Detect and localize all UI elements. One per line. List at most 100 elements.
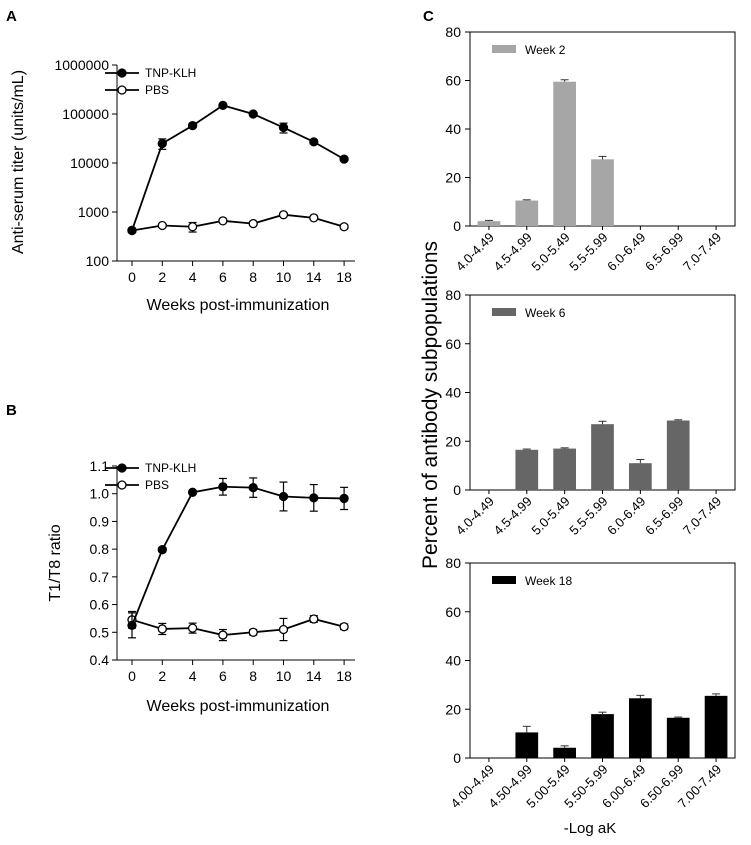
y-tick-label: 80 — [445, 24, 461, 40]
x-tick-label: 14 — [306, 269, 322, 285]
x-tick-label: 5.0-5.49 — [528, 494, 572, 538]
x-tick-label: 0 — [128, 668, 136, 684]
data-point-pbs — [339, 222, 349, 232]
data-point-tnp-klh — [278, 491, 289, 502]
panel-label-c: C — [423, 8, 434, 25]
panel-label-a: A — [6, 8, 17, 25]
x-tick-label: 10 — [276, 269, 292, 285]
legend-label: PBS — [145, 478, 169, 492]
x-tick-label: 4.5-4.99 — [491, 230, 535, 274]
bar — [477, 221, 501, 226]
x-tick-label: 2 — [158, 668, 166, 684]
data-point-pbs — [157, 624, 167, 634]
x-tick-label: 5.5-5.99 — [566, 230, 610, 274]
x-tick-label: 6.5-6.99 — [642, 494, 686, 538]
x-tick-label: 2 — [158, 269, 166, 285]
x-tick-label: 6.0-6.49 — [604, 230, 648, 274]
x-tick-label: 7.0-7.49 — [680, 494, 724, 538]
x-tick-label: 4.0-4.49 — [453, 230, 497, 274]
bar — [553, 747, 576, 758]
data-point-pbs — [248, 218, 258, 229]
chart-c-subpopulations: Percent of antibody subpopulations 0 20 40… — [419, 24, 736, 837]
data-point-tnp-klh — [187, 487, 198, 497]
series-line-pbs — [131, 618, 345, 636]
legend-label: Week 18 — [525, 574, 572, 588]
chart-c-week18: 0204060804.00-4.494.50-4.995.00-5.495.50… — [445, 555, 736, 811]
x-tick-label: 4 — [189, 668, 197, 684]
y-tick-label: 0.8 — [90, 541, 110, 557]
legend-label: Week 6 — [525, 306, 566, 320]
y-tick-label: 80 — [445, 287, 461, 303]
y-tick-label: 0 — [453, 218, 461, 234]
data-point-pbs — [218, 630, 228, 640]
x-tick-label: 4 — [189, 269, 197, 285]
y-tick-label: 0 — [453, 482, 461, 498]
data-point-tnp-klh — [309, 137, 319, 147]
x-tick-label: 6.0-6.49 — [604, 494, 648, 538]
chart-c-week2: 0 20 40 60 80 4.0-4.494.5-4.995.0-5.495.5-5.9… — [445, 24, 736, 274]
x-tick-label: 7.0-7.49 — [680, 230, 724, 274]
chart-a-y-axis-label: Anti-serum titer (units/mL) — [10, 70, 27, 254]
data-point-tnp-klh — [127, 620, 137, 631]
chart-b-ratio: T1/T8 ratio Weeks post-immunization 0.4 0… — [47, 458, 355, 715]
legend-label: TNP-KLH — [145, 66, 196, 80]
data-point-pbs — [278, 624, 289, 635]
data-point-tnp-klh — [309, 493, 319, 503]
bar — [515, 200, 539, 226]
data-point-pbs — [187, 623, 198, 633]
legend-label: Week 2 — [525, 43, 566, 57]
x-tick-label: 5.5-5.99 — [566, 494, 610, 538]
bar — [553, 81, 576, 227]
data-point-tnp-klh — [339, 154, 349, 164]
x-tick-label: 5.0-5.49 — [528, 230, 572, 274]
x-tick-label: 4.5-4.99 — [491, 494, 535, 538]
y-tick-label: 60 — [445, 604, 461, 620]
y-tick-label: 40 — [445, 121, 461, 137]
data-point-tnp-klh — [248, 109, 258, 119]
data-point-pbs — [309, 213, 319, 223]
bar — [515, 449, 539, 490]
y-tick-label: 0.5 — [90, 624, 110, 640]
bar — [704, 695, 728, 758]
y-tick-label: 100000 — [62, 106, 109, 122]
y-tick-label: 0.6 — [90, 597, 110, 613]
chart-b-x-axis-label: Weeks post-immunization — [147, 698, 330, 715]
legend-swatch — [492, 45, 516, 53]
bar — [515, 732, 539, 758]
legend-swatch — [492, 576, 516, 584]
x-tick-label: 6.5-6.99 — [642, 230, 686, 274]
y-tick-label: 40 — [445, 385, 461, 401]
chart-b-y-axis-label: T1/T8 ratio — [47, 524, 64, 601]
bar — [591, 424, 614, 490]
data-point-pbs — [248, 627, 258, 637]
data-point-tnp-klh — [248, 482, 258, 493]
legend-marker — [117, 463, 127, 473]
y-tick-label: 100 — [86, 253, 110, 269]
data-point-pbs — [157, 220, 167, 231]
y-tick-label: 0.7 — [90, 569, 110, 585]
y-tick-label: 1.1 — [90, 458, 110, 474]
bar — [666, 420, 690, 490]
y-tick-label: 20 — [445, 170, 461, 186]
x-tick-label: 10 — [276, 668, 292, 684]
data-point-pbs — [339, 622, 349, 632]
bar — [591, 159, 614, 226]
data-point-tnp-klh — [278, 122, 289, 133]
data-point-tnp-klh — [157, 545, 167, 555]
y-tick-label: 80 — [445, 555, 461, 571]
series-line-pbs — [131, 213, 345, 232]
x-tick-label: 6 — [219, 269, 227, 285]
x-tick-label: 18 — [336, 668, 352, 684]
y-tick-label: 20 — [445, 701, 461, 717]
legend-marker — [117, 480, 127, 490]
series-line-tnp-klh — [131, 485, 345, 626]
data-point-tnp-klh — [339, 493, 349, 504]
y-tick-label: 1000 — [78, 204, 109, 220]
y-tick-label: 10000 — [70, 155, 109, 171]
x-tick-label: 8 — [249, 269, 257, 285]
x-tick-label: 14 — [306, 668, 322, 684]
data-point-pbs — [309, 614, 319, 624]
data-point-tnp-klh — [218, 100, 228, 111]
chart-c-week6: 0 20 40 60 80 4.0-4.494.5-4.995.0-5.495.5-5.9… — [445, 287, 736, 538]
panel-label-b: B — [6, 402, 17, 419]
